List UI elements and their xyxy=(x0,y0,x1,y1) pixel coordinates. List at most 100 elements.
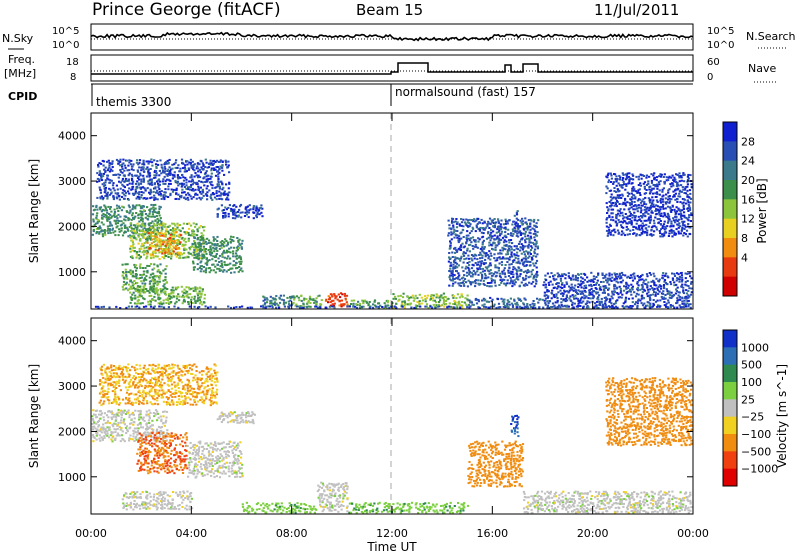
data-cell xyxy=(94,222,98,225)
data-cell xyxy=(601,305,604,308)
data-cell xyxy=(528,251,531,254)
data-cell xyxy=(629,277,632,279)
data-cell xyxy=(659,180,662,183)
data-cell xyxy=(477,282,480,285)
data-cell xyxy=(522,257,525,260)
data-cell xyxy=(235,306,238,308)
data-cell xyxy=(135,212,138,214)
data-cell xyxy=(210,183,213,186)
data-cell xyxy=(458,302,461,305)
data-cell xyxy=(210,167,213,170)
data-cell xyxy=(466,221,469,224)
data-cell xyxy=(155,291,159,294)
data-cell xyxy=(627,306,630,309)
data-cell xyxy=(673,210,677,213)
data-cell xyxy=(557,275,560,278)
data-cell xyxy=(154,176,157,179)
data-cell xyxy=(536,274,539,277)
data-cell xyxy=(218,187,221,190)
data-cell xyxy=(112,196,115,199)
data-cell xyxy=(657,221,660,224)
data-cell xyxy=(181,236,184,239)
data-cell xyxy=(532,280,535,283)
data-cell xyxy=(230,271,233,274)
data-cell xyxy=(683,216,686,219)
data-cell xyxy=(515,217,518,220)
data-cell xyxy=(606,187,609,190)
data-cell xyxy=(193,246,196,249)
data-cell xyxy=(689,233,692,236)
data-cell xyxy=(468,225,471,228)
data-cell xyxy=(671,272,674,275)
data-cell xyxy=(620,224,623,227)
data-cell xyxy=(451,269,454,272)
data-cell xyxy=(401,296,405,299)
data-cell xyxy=(193,266,196,269)
data-cell xyxy=(624,298,627,301)
data-cell xyxy=(679,232,683,235)
data-cell xyxy=(536,270,539,273)
data-cell xyxy=(652,303,655,306)
data-cell xyxy=(456,236,459,239)
data-cell xyxy=(149,305,153,308)
data-cell xyxy=(204,250,207,253)
data-cell xyxy=(147,170,150,173)
data-cell xyxy=(135,267,138,270)
data-cell xyxy=(498,239,501,242)
data-cell xyxy=(645,174,648,177)
data-cell xyxy=(203,238,206,241)
data-cell xyxy=(572,278,575,281)
data-cell xyxy=(444,300,448,302)
data-cell xyxy=(128,169,131,172)
data-cell xyxy=(135,185,139,188)
data-cell xyxy=(639,224,643,227)
data-cell xyxy=(153,305,156,308)
data-cell xyxy=(102,164,105,167)
data-cell xyxy=(98,206,101,209)
data-cell xyxy=(620,296,623,299)
data-cell xyxy=(515,272,518,275)
data-cell xyxy=(476,222,479,225)
data-cell xyxy=(176,244,179,247)
data-cell xyxy=(616,209,619,212)
data-cell xyxy=(462,261,465,264)
data-cell xyxy=(381,306,384,308)
data-cell xyxy=(615,214,618,217)
data-cell xyxy=(180,285,183,288)
data-cell xyxy=(512,230,515,233)
data-cell xyxy=(464,267,467,270)
data-cell xyxy=(418,303,421,305)
data-cell xyxy=(175,239,178,242)
data-cell xyxy=(208,267,211,269)
data-cell xyxy=(461,281,464,284)
data-cell xyxy=(152,177,156,179)
data-cell xyxy=(677,213,680,216)
data-cell xyxy=(685,216,688,219)
data-cell xyxy=(507,257,510,260)
data-cell xyxy=(432,303,435,306)
data-cell xyxy=(157,210,160,213)
data-cell xyxy=(661,225,664,228)
data-cell xyxy=(164,223,167,226)
data-cell xyxy=(177,293,180,296)
data-cell xyxy=(630,178,633,180)
data-cell xyxy=(513,249,516,252)
data-cell xyxy=(142,209,145,212)
data-cell xyxy=(600,300,603,303)
data-cell xyxy=(614,201,617,204)
data-cell xyxy=(125,274,128,277)
data-cell xyxy=(209,159,212,162)
data-cell xyxy=(588,294,591,296)
data-cell xyxy=(450,274,453,277)
data-cell xyxy=(121,271,125,273)
data-cell xyxy=(150,180,153,183)
data-cell xyxy=(609,172,612,175)
data-cell xyxy=(342,303,345,306)
data-cell xyxy=(110,216,113,219)
data-cell xyxy=(642,288,645,291)
data-cell xyxy=(137,234,140,237)
data-cell xyxy=(679,225,682,228)
data-cell xyxy=(680,271,683,274)
data-cell xyxy=(644,192,648,195)
data-cell xyxy=(604,300,607,303)
